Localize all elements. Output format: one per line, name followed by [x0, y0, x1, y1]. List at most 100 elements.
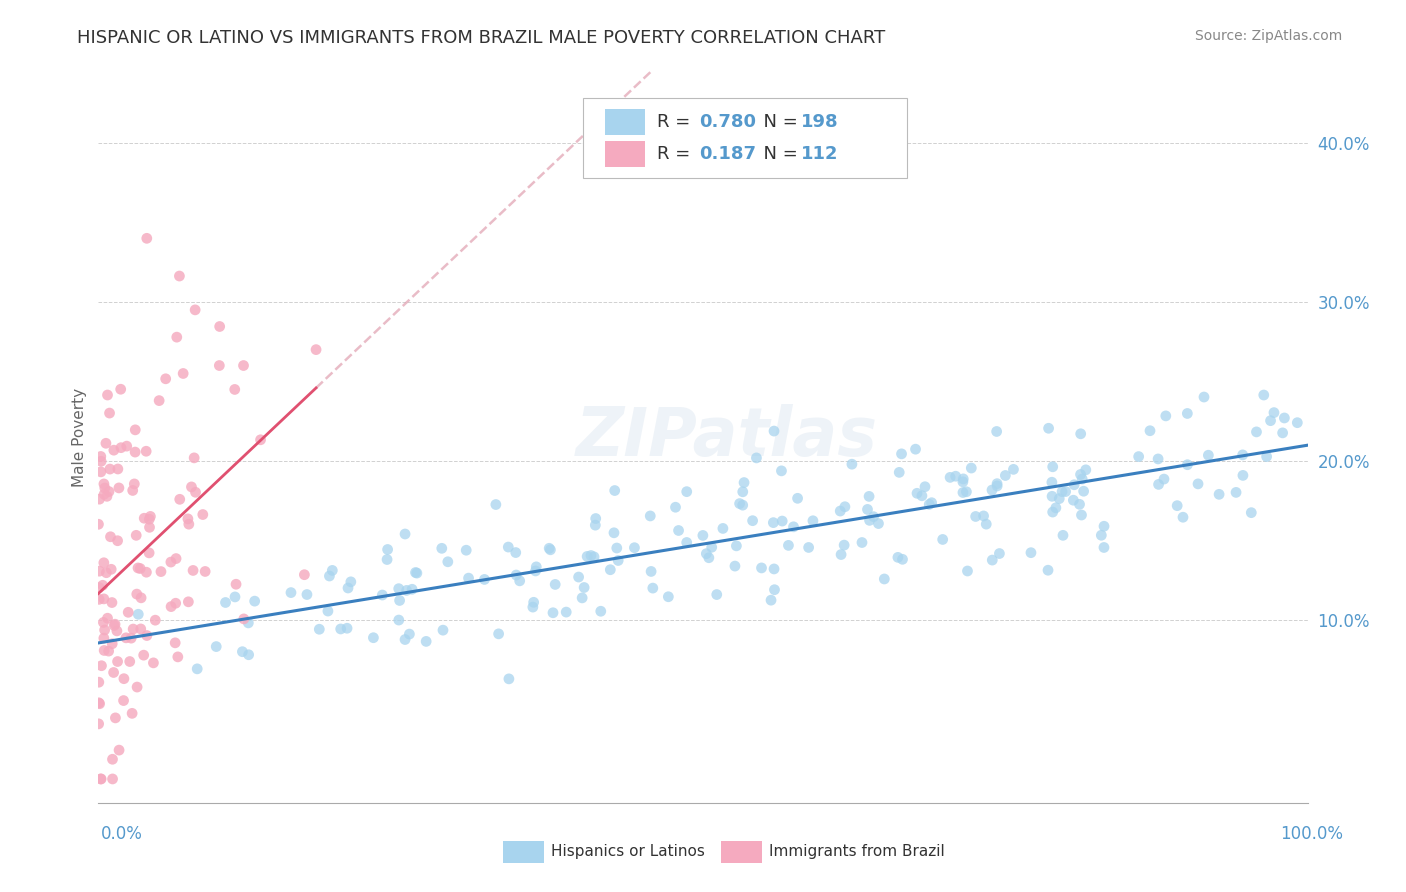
Point: [329, 622, 352, 636]
Point: [751, 561, 773, 575]
Point: [87, 592, 110, 607]
Point: [485, 498, 508, 512]
Point: [1070, 508, 1092, 522]
Point: [1040, 489, 1063, 503]
Point: [96, 489, 118, 503]
Point: [725, 539, 748, 553]
Point: [194, 565, 217, 579]
Point: [318, 569, 340, 583]
Point: [224, 590, 246, 604]
Point: [112, 693, 135, 707]
Point: [93, 487, 115, 501]
Point: [166, 330, 188, 344]
Point: [371, 588, 394, 602]
Point: [375, 552, 398, 566]
Text: HISPANIC OR LATINO VS IMMIGRANTS FROM BRAZIL MALE POVERTY CORRELATION CHART: HISPANIC OR LATINO VS IMMIGRANTS FROM BR…: [77, 29, 886, 46]
Point: [1045, 500, 1067, 515]
Point: [104, 617, 127, 632]
Point: [572, 581, 595, 595]
Point: [1070, 426, 1092, 441]
Point: [177, 512, 200, 526]
Point: [87, 517, 110, 532]
Point: [568, 570, 591, 584]
Point: [430, 541, 453, 556]
Point: [571, 591, 593, 605]
Point: [135, 444, 157, 458]
Point: [107, 462, 129, 476]
Point: [1052, 528, 1074, 542]
Point: [149, 565, 172, 579]
Point: [576, 549, 599, 564]
Point: [225, 577, 247, 591]
Point: [93, 477, 115, 491]
Point: [90, 658, 112, 673]
Point: [657, 590, 679, 604]
Point: [986, 476, 1008, 491]
Point: [94, 481, 117, 495]
Text: 112: 112: [801, 145, 839, 163]
Point: [994, 468, 1017, 483]
Point: [741, 514, 763, 528]
Point: [125, 528, 148, 542]
Point: [432, 623, 454, 637]
Point: [889, 466, 911, 480]
Point: [921, 496, 943, 510]
Point: [184, 485, 207, 500]
Point: [664, 500, 686, 515]
Point: [93, 591, 115, 606]
Point: [1071, 472, 1094, 486]
Point: [280, 585, 302, 599]
Point: [891, 552, 914, 566]
Point: [541, 606, 564, 620]
Point: [603, 483, 626, 498]
Point: [904, 442, 927, 457]
Point: [1175, 407, 1198, 421]
Point: [138, 520, 160, 534]
Point: [862, 509, 884, 524]
Point: [986, 479, 1008, 493]
Point: [952, 472, 974, 486]
Point: [101, 596, 124, 610]
Point: [143, 613, 166, 627]
Point: [101, 772, 124, 786]
Point: [832, 538, 855, 552]
Point: [89, 564, 111, 578]
Point: [974, 517, 997, 532]
Point: [93, 623, 115, 637]
Point: [841, 457, 863, 471]
Point: [295, 588, 318, 602]
Point: [388, 593, 411, 607]
Point: [918, 497, 941, 511]
Point: [91, 578, 114, 592]
Point: [395, 583, 418, 598]
Point: [1192, 390, 1215, 404]
Point: [316, 604, 339, 618]
Point: [127, 561, 149, 575]
Point: [641, 581, 664, 595]
Point: [129, 561, 152, 575]
Point: [538, 541, 561, 556]
Point: [797, 541, 820, 555]
Text: Hispanics or Latinos: Hispanics or Latinos: [551, 845, 704, 859]
Point: [509, 574, 531, 588]
Point: [127, 607, 149, 622]
Point: [93, 643, 115, 657]
Point: [90, 454, 112, 468]
Point: [1197, 448, 1219, 462]
Point: [93, 631, 115, 645]
Point: [120, 631, 142, 645]
Point: [524, 560, 547, 574]
Point: [100, 530, 122, 544]
Point: [856, 502, 879, 516]
Point: [1232, 448, 1254, 462]
Point: [1187, 476, 1209, 491]
Point: [945, 469, 967, 483]
Point: [1256, 450, 1278, 464]
Point: [724, 559, 747, 574]
Text: Source: ZipAtlas.com: Source: ZipAtlas.com: [1195, 29, 1343, 43]
Point: [505, 568, 527, 582]
Point: [107, 655, 129, 669]
Point: [121, 483, 143, 498]
Point: [214, 595, 236, 609]
Point: [292, 567, 315, 582]
